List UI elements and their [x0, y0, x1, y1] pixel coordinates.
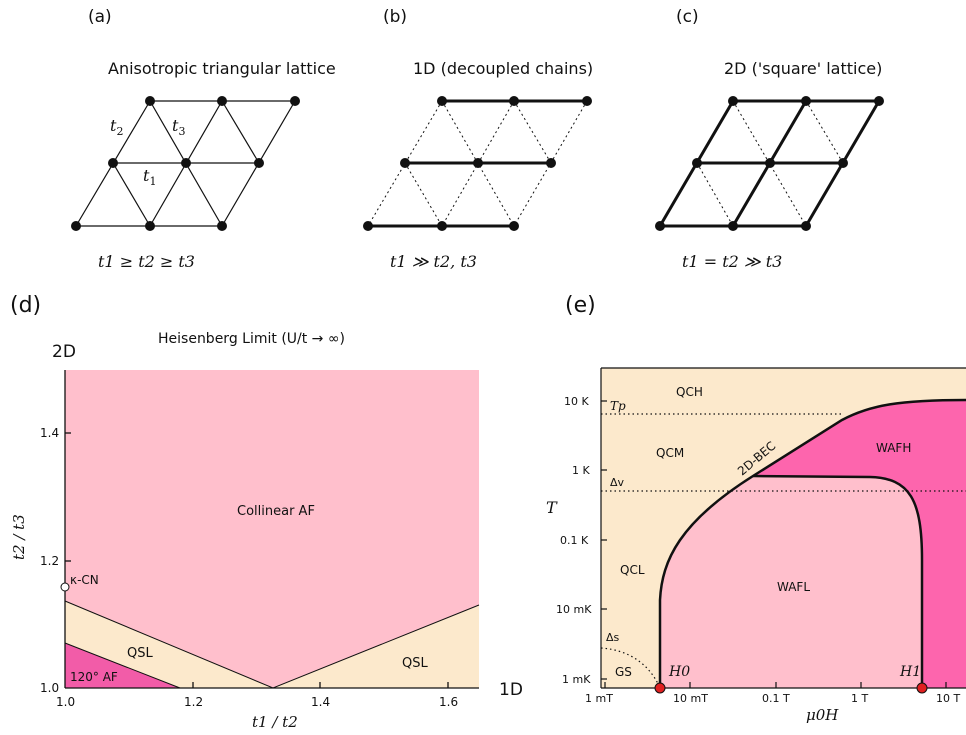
qc-h-label: QCH	[676, 385, 703, 399]
qc-l-label: QCL	[620, 563, 645, 577]
crossover-lines	[600, 413, 966, 689]
delta-v-label: Δv	[610, 476, 625, 489]
y-tick-label: 1 K	[572, 464, 590, 477]
kappa-cn-marker	[60, 582, 70, 592]
y-tick-label: 1 mK	[562, 673, 591, 686]
x-axis-label: μ0H	[806, 706, 839, 724]
y-tick-label: 10 K	[564, 395, 589, 408]
h0-critical-point	[654, 682, 666, 694]
y-axis-label: t2 / t3	[10, 514, 28, 560]
panel-b: (b) 1D (decoupled chains) t1 ≫ t2, t3	[363, 7, 593, 271]
panel-a-label: (a)	[88, 7, 112, 27]
h1-critical-point	[916, 682, 928, 694]
panel-e: (e)	[546, 293, 966, 724]
panel-c: (c) 2D ('square' lattice) t1 = t2 ≫ t3	[655, 7, 884, 271]
panel-b-title: 1D (decoupled chains)	[413, 59, 593, 78]
y-tick-label: 10 mK	[556, 603, 592, 616]
x-tick-label: 1 T	[851, 692, 868, 705]
lattice-sites	[71, 96, 300, 231]
y-tick-label: 1.0	[40, 681, 59, 695]
x-tick-label: 1.0	[56, 695, 75, 709]
y-tick-label: 1.2	[40, 554, 59, 568]
panel-b-condition: t1 ≫ t2, t3	[390, 252, 477, 271]
phase-boundaries	[658, 398, 966, 688]
tp-label: Tp	[610, 399, 626, 413]
x-tick-label: 0.1 T	[762, 692, 790, 705]
x-axis-label: t1 / t2	[252, 713, 298, 731]
weak-bonds-dotted	[367, 100, 588, 227]
panel-a-title: Anisotropic triangular lattice	[108, 59, 336, 78]
x-tick-label: 10 mT	[673, 692, 708, 705]
x-tick-label: 1.6	[439, 695, 458, 709]
x-tick-label: 10 T	[936, 692, 960, 705]
weak-bonds-dotted	[696, 100, 844, 227]
panel-d-label: (d)	[10, 293, 41, 318]
waf-h-label: WAFH	[876, 441, 911, 455]
qsl-label-right: QSL	[402, 656, 428, 671]
waf-l-region	[660, 476, 922, 688]
panel-b-label: (b)	[383, 7, 407, 27]
delta-s-label: Δs	[606, 631, 620, 644]
y-axis-label: T	[546, 498, 558, 517]
lattice-sites	[363, 96, 592, 231]
lattice-sites	[655, 96, 884, 231]
kappa-cn-label: κ-CN	[70, 573, 99, 587]
y-tick-label: 1.4	[40, 426, 59, 440]
x-tick-label: 1.2	[184, 695, 203, 709]
bond-t3-label: t3	[172, 116, 185, 138]
h1-label: H1	[899, 664, 921, 680]
x-tick-label: 1.4	[311, 695, 330, 709]
panel-a-condition: t1 ≥ t2 ≥ t3	[98, 252, 195, 271]
panel-d: (d) Heisenberg Limit (U/t → ∞) 2D 1D 1.4…	[10, 293, 523, 731]
panel-e-label: (e)	[565, 293, 596, 318]
qc-m-label: QCM	[656, 446, 684, 460]
panel-c-label: (c)	[676, 7, 699, 27]
qsl-label-left: QSL	[127, 646, 153, 661]
panel-a: (a) Anisotropic triangular lattice t2 t3…	[71, 7, 336, 271]
h0-label: H0	[668, 664, 690, 680]
panel-c-condition: t1 = t2 ≫ t3	[682, 252, 782, 271]
bond-t1-label: t1	[143, 166, 156, 188]
axes	[64, 370, 479, 689]
gs-label: GS	[615, 665, 632, 679]
panel-d-title: Heisenberg Limit (U/t → ∞)	[158, 331, 345, 347]
af120-label: 120° AF	[70, 670, 118, 684]
corner-1d-label: 1D	[499, 680, 523, 700]
y-tick-label: 0.1 K	[560, 534, 589, 547]
collinear-af-label: Collinear AF	[237, 504, 315, 519]
corner-2d-label: 2D	[52, 342, 76, 362]
x-tick-label: 1 mT	[585, 692, 613, 705]
bond-t2-label: t2	[110, 116, 123, 138]
waf-l-label: WAFL	[777, 580, 810, 594]
panel-c-title: 2D ('square' lattice)	[724, 59, 882, 78]
